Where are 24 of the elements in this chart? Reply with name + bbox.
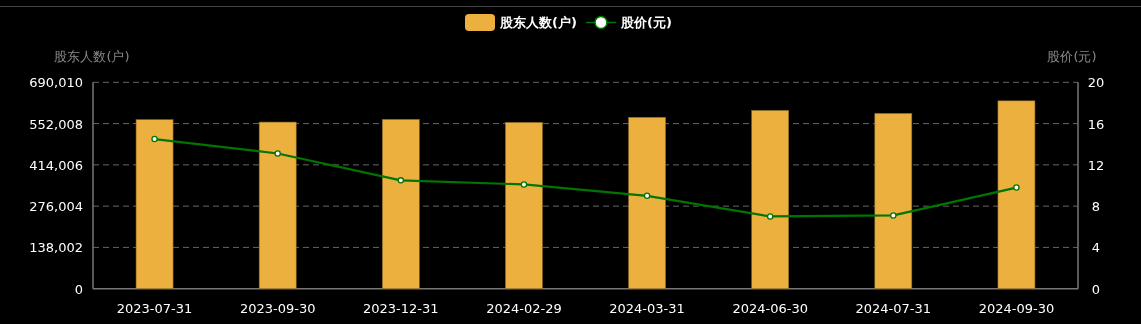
x-tick-label: 2023-09-30 [239,301,316,316]
y2-axis-title: 股价(元) [1047,49,1097,64]
y2-tick-label: 12 [1087,157,1105,173]
x-tick-label: 2023-07-31 [116,301,193,316]
y2-tick-label: 20 [1087,75,1105,91]
x-tick-label: 2023-12-31 [363,301,439,316]
x-tick-label: 2024-09-30 [978,301,1055,316]
x-tick-label: 2024-06-30 [732,301,808,316]
x-tick-label: 2024-02-29 [486,301,562,316]
x-tick-label: 2024-03-31 [609,301,685,316]
y-axis-title: 股东人数(户) [54,49,130,64]
y2-tick-label: 0 [1091,281,1101,297]
y-tick-label: 690,010 [29,75,83,91]
y-tick-label: 552,008 [29,116,83,132]
y-tick-label: 414,006 [29,157,83,173]
y2-tick-label: 8 [1091,199,1101,215]
y2-tick-label: 16 [1087,116,1105,132]
y-tick-label: 138,002 [29,240,83,256]
y2-tick-label: 4 [1091,240,1101,256]
x-tick-label: 2024-07-31 [855,301,932,316]
legend-label: 股价(元) [620,15,672,30]
y-tick-label: 276,004 [29,199,83,215]
legend-label: 股东人数(户) [499,15,577,30]
y-tick-label: 0 [74,281,83,297]
